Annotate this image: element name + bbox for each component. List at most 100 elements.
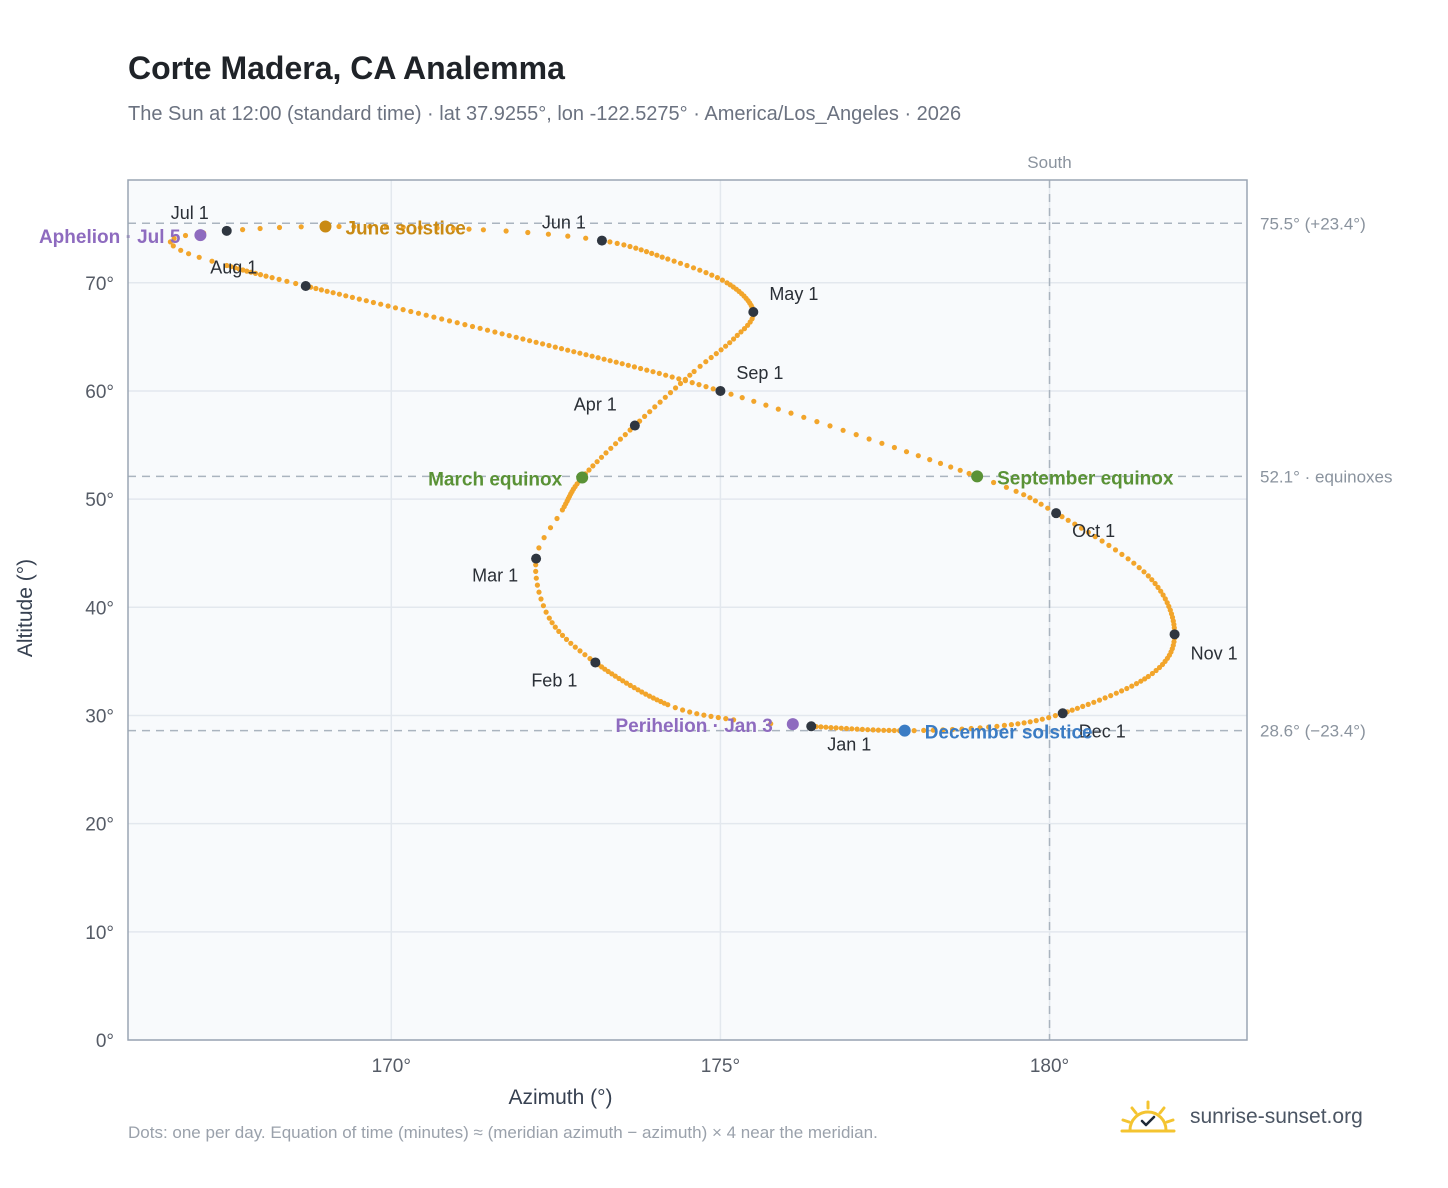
daily-dot: [644, 367, 650, 373]
daily-dot: [1078, 525, 1085, 531]
daily-dot: [462, 322, 468, 328]
daily-dot: [903, 449, 910, 455]
daily-dot: [336, 223, 342, 230]
brand[interactable]: sunrise-sunset.org: [1120, 1100, 1363, 1134]
month-marker-aug-1: [300, 281, 311, 292]
daily-dot: [209, 258, 215, 264]
daily-dot: [723, 716, 729, 722]
daily-dot: [1113, 690, 1119, 696]
daily-dot: [623, 680, 630, 686]
daily-dot: [356, 296, 362, 302]
daily-dot: [1032, 498, 1038, 504]
daily-dot: [506, 333, 512, 339]
daily-dot: [865, 727, 871, 733]
daily-dot: [171, 235, 177, 241]
daily-dot: [684, 262, 690, 269]
daily-dot: [838, 725, 844, 731]
daily-dot: [343, 293, 349, 299]
daily-dot: [647, 409, 653, 415]
daily-dot: [469, 323, 476, 330]
daily-dot: [731, 717, 737, 723]
daily-dot: [814, 419, 820, 425]
daily-dot: [687, 372, 693, 378]
daily-dot: [696, 382, 702, 388]
daily-dot: [627, 682, 633, 689]
daily-dot: [959, 726, 965, 732]
daily-dot: [499, 331, 505, 337]
daily-dot: [676, 376, 682, 382]
daily-dot: [930, 727, 936, 733]
daily-dot: [751, 398, 757, 404]
daily-dot: [1106, 542, 1112, 549]
daily-dot: [224, 262, 230, 269]
daily-dot: [1119, 551, 1125, 558]
daily-dot: [484, 327, 491, 333]
month-marker-may-1: [748, 306, 759, 317]
daily-dot: [620, 678, 626, 684]
daily-dot: [672, 705, 678, 711]
daily-dot: [715, 714, 721, 721]
daily-dot: [633, 245, 639, 251]
daily-dot: [631, 364, 638, 370]
daily-dot: [654, 252, 660, 258]
event-marker-june-solstice: [319, 220, 332, 233]
daily-dot: [690, 265, 697, 271]
daily-dot: [236, 266, 242, 272]
daily-dot: [957, 467, 963, 473]
daily-dot: [186, 251, 192, 257]
daily-dot: [657, 399, 663, 405]
daily-dot: [1072, 521, 1078, 527]
daily-dot: [669, 374, 675, 380]
daily-dot: [734, 332, 740, 338]
daily-dot: [948, 464, 954, 470]
daily-dot: [649, 250, 655, 256]
daily-dot: [718, 347, 724, 353]
daily-dot: [196, 254, 202, 260]
daily-dot: [540, 341, 546, 347]
daily-dot: [466, 226, 472, 232]
daily-dot: [1092, 534, 1098, 540]
month-label-may-1: May 1: [769, 284, 818, 304]
daily-dot: [621, 242, 627, 248]
daily-dot: [546, 615, 552, 621]
y-tick-label: 70°: [85, 274, 114, 295]
y-tick-label: 20°: [85, 815, 114, 836]
daily-dot: [697, 363, 703, 369]
daily-dot: [583, 352, 589, 358]
daily-dot: [228, 264, 234, 270]
axis-labels: 170° 175° 180° 0° 10° 20° 30° 40° 50° 60° 70° Azimu…: [14, 153, 1393, 1109]
daily-dot: [713, 351, 719, 357]
daily-dot: [554, 515, 560, 522]
daily-dot: [1080, 703, 1086, 710]
daily-dot: [703, 270, 709, 276]
daily-dot: [728, 391, 734, 397]
event-marker-aphelion-jul-5: [194, 229, 207, 242]
daily-dot: [680, 707, 686, 713]
daily-dot: [547, 525, 554, 531]
daily-dot: [927, 457, 933, 463]
daily-dot: [986, 724, 992, 730]
daily-dot: [330, 290, 336, 296]
daily-dot: [823, 724, 829, 730]
daily-dot: [691, 368, 697, 375]
daily-dot: [671, 258, 677, 264]
daily-dot: [613, 441, 619, 447]
daily-dot: [614, 240, 620, 246]
daily-dot: [446, 318, 453, 324]
daily-dot: [1065, 517, 1071, 523]
daily-dot: [263, 273, 269, 279]
daily-dot: [643, 249, 650, 255]
daily-dot: [492, 329, 498, 335]
daily-dot: [244, 268, 250, 274]
daily-dot: [703, 359, 709, 365]
daily-dot: [1085, 529, 1091, 535]
daily-dot: [533, 568, 539, 575]
month-label-mar-1: Mar 1: [472, 566, 518, 586]
daily-dot: [1045, 505, 1051, 511]
y-tick-label: 60°: [85, 382, 114, 403]
daily-dot: [642, 413, 648, 419]
daily-dot: [616, 675, 622, 682]
daily-dot: [1091, 699, 1097, 705]
daily-dot: [886, 727, 892, 734]
daily-dot: [801, 414, 807, 420]
